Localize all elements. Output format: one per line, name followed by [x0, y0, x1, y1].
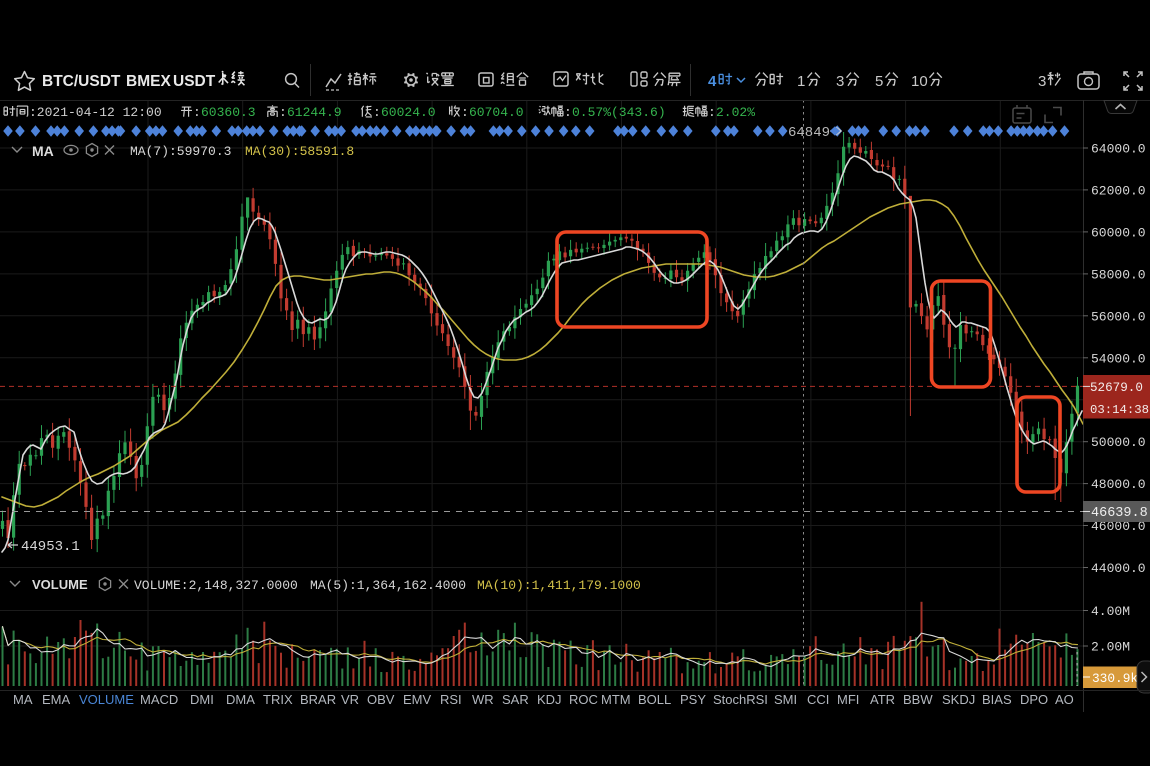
svg-text:03:14:38: 03:14:38: [1090, 403, 1149, 417]
svg-text:61244.9: 61244.9: [287, 105, 342, 120]
svg-text:CCI: CCI: [807, 692, 829, 707]
svg-text:MACD: MACD: [140, 692, 178, 707]
svg-text:44000.0: 44000.0: [1091, 561, 1146, 576]
svg-text:3: 3: [836, 73, 844, 90]
svg-text:DMI: DMI: [190, 692, 214, 707]
svg-text:MA(7):59970.3: MA(7):59970.3: [130, 144, 231, 159]
svg-text:52679.0: 52679.0: [1090, 381, 1143, 395]
svg-text::: :: [193, 105, 201, 120]
svg-text:3: 3: [1038, 73, 1046, 90]
svg-text:64849: 64849: [788, 125, 830, 141]
svg-text:BMEX: BMEX: [126, 73, 171, 90]
svg-text:10: 10: [911, 73, 928, 90]
svg-text:4: 4: [708, 73, 717, 90]
svg-text:KDJ: KDJ: [537, 692, 562, 707]
svg-text:WR: WR: [472, 692, 494, 707]
svg-text:RSI: RSI: [440, 692, 462, 707]
svg-text:48000.0: 48000.0: [1091, 477, 1146, 492]
svg-text:DMA: DMA: [226, 692, 255, 707]
svg-text:50000.0: 50000.0: [1091, 435, 1146, 450]
svg-text:54000.0: 54000.0: [1091, 351, 1146, 366]
svg-text:SAR: SAR: [502, 692, 529, 707]
svg-text:46639.8: 46639.8: [1091, 506, 1148, 521]
svg-text:MA(10):1,411,179.1000: MA(10):1,411,179.1000: [477, 578, 641, 593]
svg-text:PSY: PSY: [680, 692, 706, 707]
svg-text:MA: MA: [13, 692, 33, 707]
svg-text:62000.0: 62000.0: [1091, 183, 1146, 198]
svg-text:MA(30):58591.8: MA(30):58591.8: [245, 144, 354, 159]
svg-text:VOLUME:2,148,327.0000: VOLUME:2,148,327.0000: [134, 578, 298, 593]
svg-text:VOLUME: VOLUME: [32, 577, 88, 592]
svg-text:AO: AO: [1055, 692, 1074, 707]
svg-text:60000.0: 60000.0: [1091, 225, 1146, 240]
svg-text:SKDJ: SKDJ: [942, 692, 975, 707]
svg-text::: :: [461, 105, 469, 120]
svg-text::2021-04-12 12:00: :2021-04-12 12:00: [29, 105, 162, 120]
svg-text:ROC: ROC: [569, 692, 598, 707]
svg-text:60704.0: 60704.0: [469, 105, 524, 120]
svg-text:60360.3: 60360.3: [201, 105, 256, 120]
svg-text:BOLL: BOLL: [638, 692, 671, 707]
svg-text:BBW: BBW: [903, 692, 933, 707]
svg-text:330.9k: 330.9k: [1092, 671, 1138, 686]
svg-text:44953.1: 44953.1: [21, 539, 80, 555]
svg-text:BTC/USDT: BTC/USDT: [42, 73, 121, 90]
svg-text:TRIX: TRIX: [263, 692, 293, 707]
svg-text:56000.0: 56000.0: [1091, 309, 1146, 324]
svg-text:1: 1: [797, 73, 805, 90]
svg-text:MFI: MFI: [837, 692, 859, 707]
svg-text:MA(5):1,364,162.4000: MA(5):1,364,162.4000: [310, 578, 466, 593]
svg-text:SMI: SMI: [774, 692, 797, 707]
svg-text:4.00M: 4.00M: [1091, 604, 1130, 619]
svg-text::: :: [564, 105, 572, 120]
svg-text:EMA: EMA: [42, 692, 71, 707]
svg-text:USDT: USDT: [173, 73, 216, 90]
svg-text:EMV: EMV: [403, 692, 432, 707]
svg-text:MTM: MTM: [601, 692, 631, 707]
svg-text:46000.0: 46000.0: [1091, 519, 1146, 534]
svg-text:VR: VR: [341, 692, 359, 707]
svg-text:2.00M: 2.00M: [1091, 640, 1130, 655]
svg-text:MA: MA: [32, 143, 54, 159]
svg-text:BRAR: BRAR: [300, 692, 336, 707]
svg-text:StochRSI: StochRSI: [713, 692, 768, 707]
svg-text:0.57%(343.6): 0.57%(343.6): [572, 105, 666, 120]
svg-text::: :: [373, 105, 381, 120]
svg-text:60024.0: 60024.0: [381, 105, 436, 120]
svg-text:2.02%: 2.02%: [716, 105, 755, 120]
svg-text:DPO: DPO: [1020, 692, 1048, 707]
svg-text:OBV: OBV: [367, 692, 395, 707]
svg-text::: :: [279, 105, 287, 120]
svg-text:5: 5: [875, 73, 883, 90]
svg-text:VOLUME: VOLUME: [79, 692, 134, 707]
svg-text::: :: [708, 105, 716, 120]
svg-text:58000.0: 58000.0: [1091, 267, 1146, 282]
svg-text:ATR: ATR: [870, 692, 895, 707]
svg-text:64000.0: 64000.0: [1091, 142, 1146, 157]
svg-text:BIAS: BIAS: [982, 692, 1012, 707]
